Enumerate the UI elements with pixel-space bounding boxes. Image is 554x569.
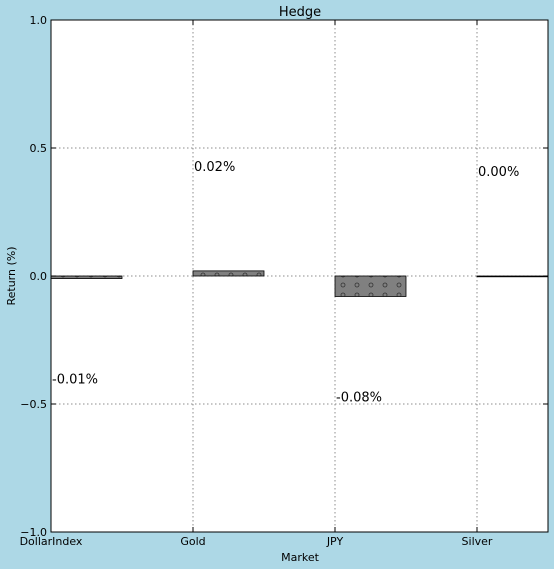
y-tick-label: −0.5 xyxy=(20,398,47,411)
ticks: −1.0 −0.5 0.0 0.5 1.0 DollarIndex Gold JPY Silve… xyxy=(20,14,548,548)
bars xyxy=(50,270,549,297)
x-axis-label: Market xyxy=(281,551,319,564)
x-tick-label: JPY xyxy=(326,535,344,548)
y-tick-label: 0.0 xyxy=(30,270,48,283)
x-tick-label: Silver xyxy=(462,535,493,548)
data-label: 0.00% xyxy=(478,165,519,180)
x-tick-label: DollarIndex xyxy=(20,535,83,548)
data-labels: -0.01% 0.02% -0.08% 0.00% xyxy=(52,160,519,405)
bar xyxy=(476,275,549,278)
y-tick-label: 1.0 xyxy=(30,14,48,27)
bar xyxy=(192,270,265,277)
data-label: -0.08% xyxy=(336,390,382,405)
y-axis-label: Return (%) xyxy=(5,246,18,305)
chart-title: Hedge xyxy=(279,5,321,20)
data-label: 0.02% xyxy=(194,160,235,175)
y-tick-label: 0.5 xyxy=(30,142,48,155)
y-tick-label: −1.0 xyxy=(20,526,47,539)
bar xyxy=(334,275,407,297)
data-label: -0.01% xyxy=(52,372,98,387)
bar xyxy=(50,275,123,279)
x-tick-label: Gold xyxy=(180,535,205,548)
